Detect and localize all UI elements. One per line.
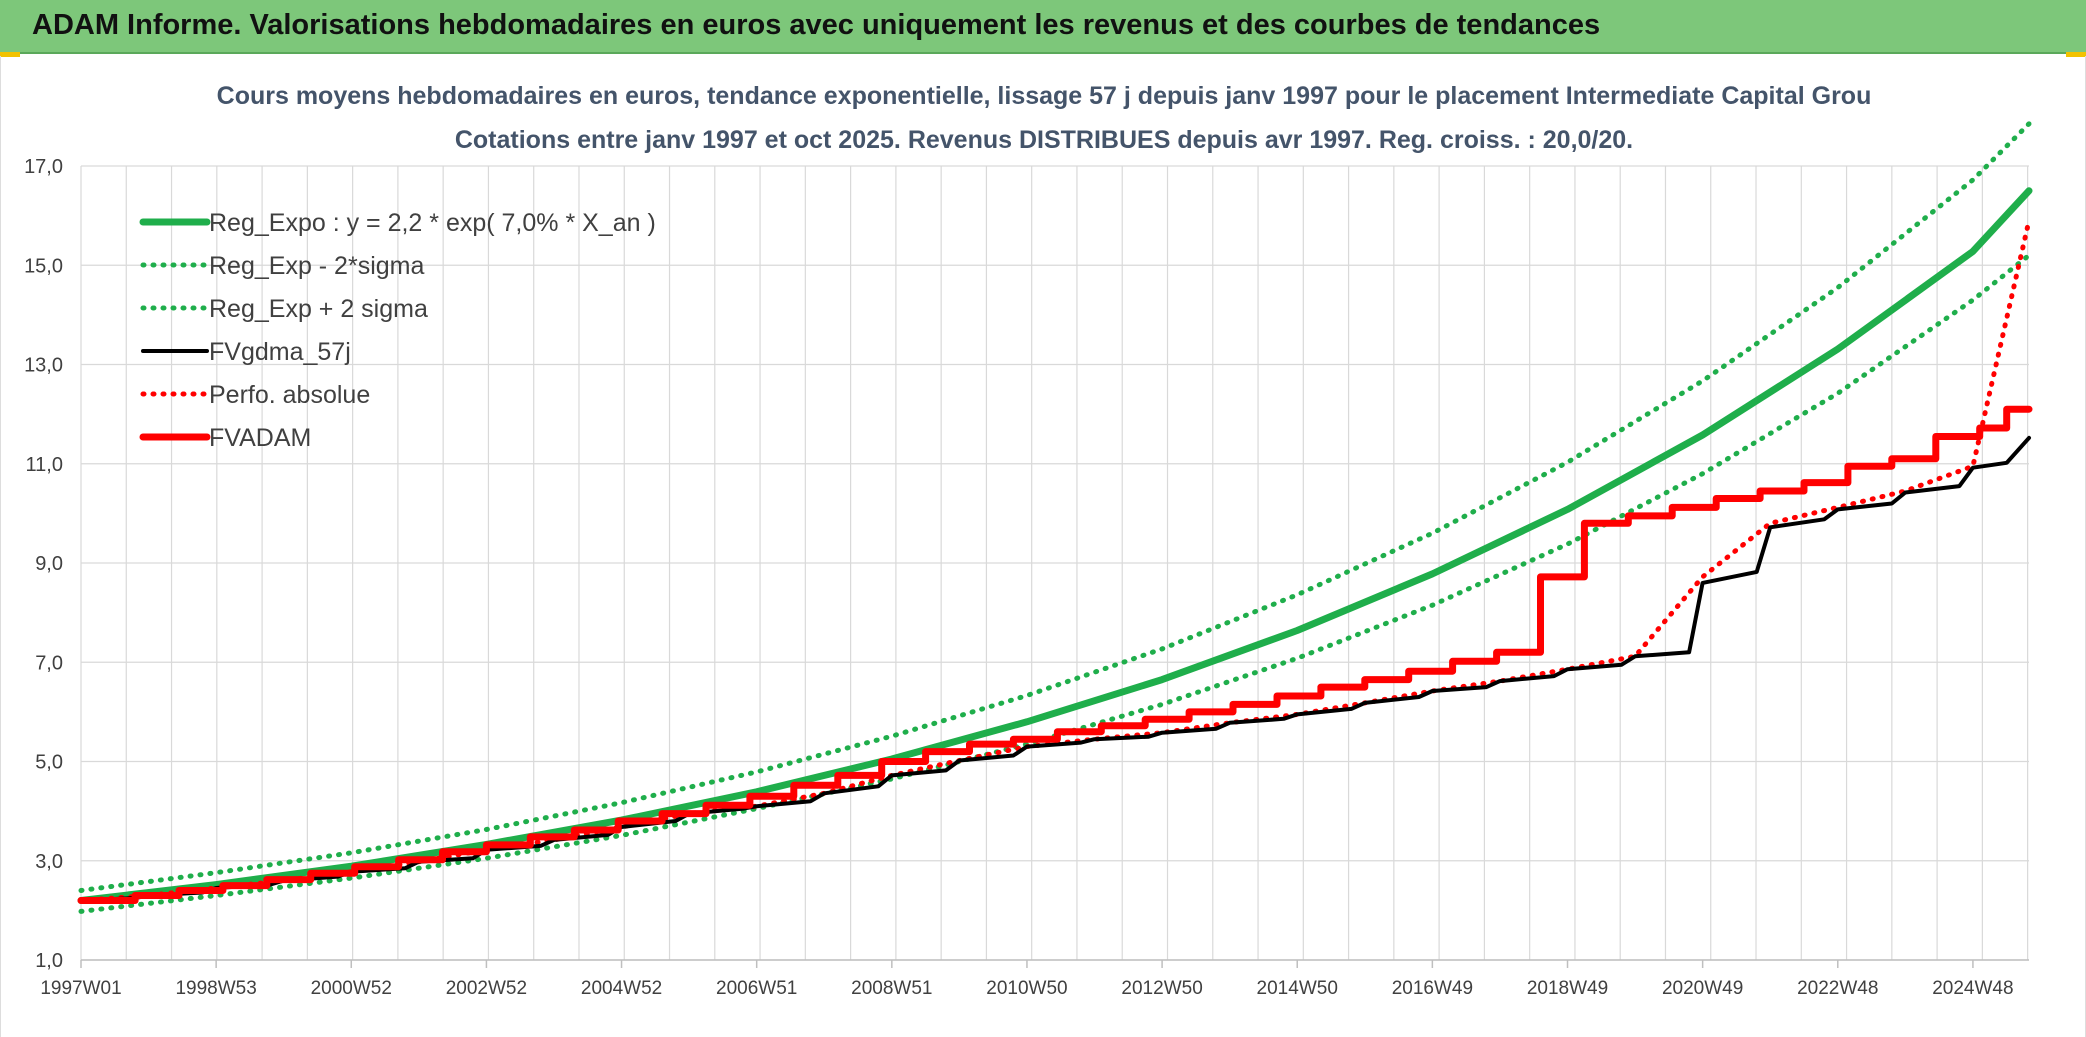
legend-label: Reg_Exp + 2 sigma [209,295,428,323]
x-tick-label: 2016W49 [1392,978,1473,999]
chart-subtitle: Cotations entre janv 1997 et oct 2025. R… [455,126,1633,154]
line-chart: Cours moyens hebdomadaires en euros, ten… [24,82,2033,999]
x-tick-label: 2004W52 [581,978,662,999]
legend-label: FVgdma_57j [209,338,351,366]
series-line-6 [77,405,2033,904]
x-axis: 1997W01 1998W53 2000W52 2002W52 2004W52 2006W… [40,960,2014,999]
y-axis: 1,0 3,0 5,0 7,0 9,0 11,0 13,0 15,0 17,0 [24,156,63,972]
x-tick-label: 2006W51 [716,978,797,999]
y-tick-label: 1,0 [35,950,63,972]
series-lines [77,121,2033,914]
gridlines [80,165,2029,961]
y-tick-label: 13,0 [24,355,63,377]
y-tick-label: 5,0 [35,752,63,774]
y-tick-label: 11,0 [26,454,63,476]
y-tick-label: 9,0 [35,553,63,575]
y-tick-label: 7,0 [35,652,63,674]
x-tick-label: 2018W49 [1527,978,1608,999]
x-tick-label: 2010W50 [986,978,1067,999]
legend-label: Reg_Exp - 2*sigma [209,252,424,280]
x-tick-label: 1997W01 [40,978,121,999]
chart-title: Cours moyens hebdomadaires en euros, ten… [217,82,1872,110]
y-tick-label: 15,0 [24,255,63,277]
banner-corner-right [2066,52,2086,57]
x-tick-label: 2020W49 [1662,978,1743,999]
x-tick-label: 2024W48 [1932,978,2013,999]
legend-label: FVADAM [209,424,311,452]
legend-label: Reg_Expo : y = 2,2 * exp( 7,0% * X_an ) [209,209,656,237]
report-title: ADAM Informe. Valorisations hebdomadaire… [32,9,1601,41]
x-tick-label: 2012W50 [1121,978,1202,999]
x-tick-label: 1998W53 [175,978,256,999]
series-line-4 [79,435,2031,903]
series-line-3 [78,121,2032,893]
legend-label: Perfo. absolue [209,381,370,409]
series-line-2 [78,252,2032,914]
chart-frame: Cours moyens hebdomadaires en euros, ten… [0,56,2086,1037]
y-tick-label: 17,0 [24,156,63,178]
series-line-5 [78,218,2032,903]
x-tick-label: 2002W52 [446,978,527,999]
report-banner: ADAM Informe. Valorisations hebdomadaire… [0,0,2086,54]
x-tick-label: 2008W51 [851,978,932,999]
banner-corner-left [0,52,20,57]
x-tick-label: 2000W52 [311,978,392,999]
x-tick-label: 2014W50 [1257,978,1338,999]
y-tick-label: 3,0 [35,851,63,873]
series-line-1 [77,187,2033,904]
x-tick-label: 2022W48 [1797,978,1878,999]
legend: Reg_Expo : y = 2,2 * exp( 7,0% * X_an ) R… [139,209,656,452]
